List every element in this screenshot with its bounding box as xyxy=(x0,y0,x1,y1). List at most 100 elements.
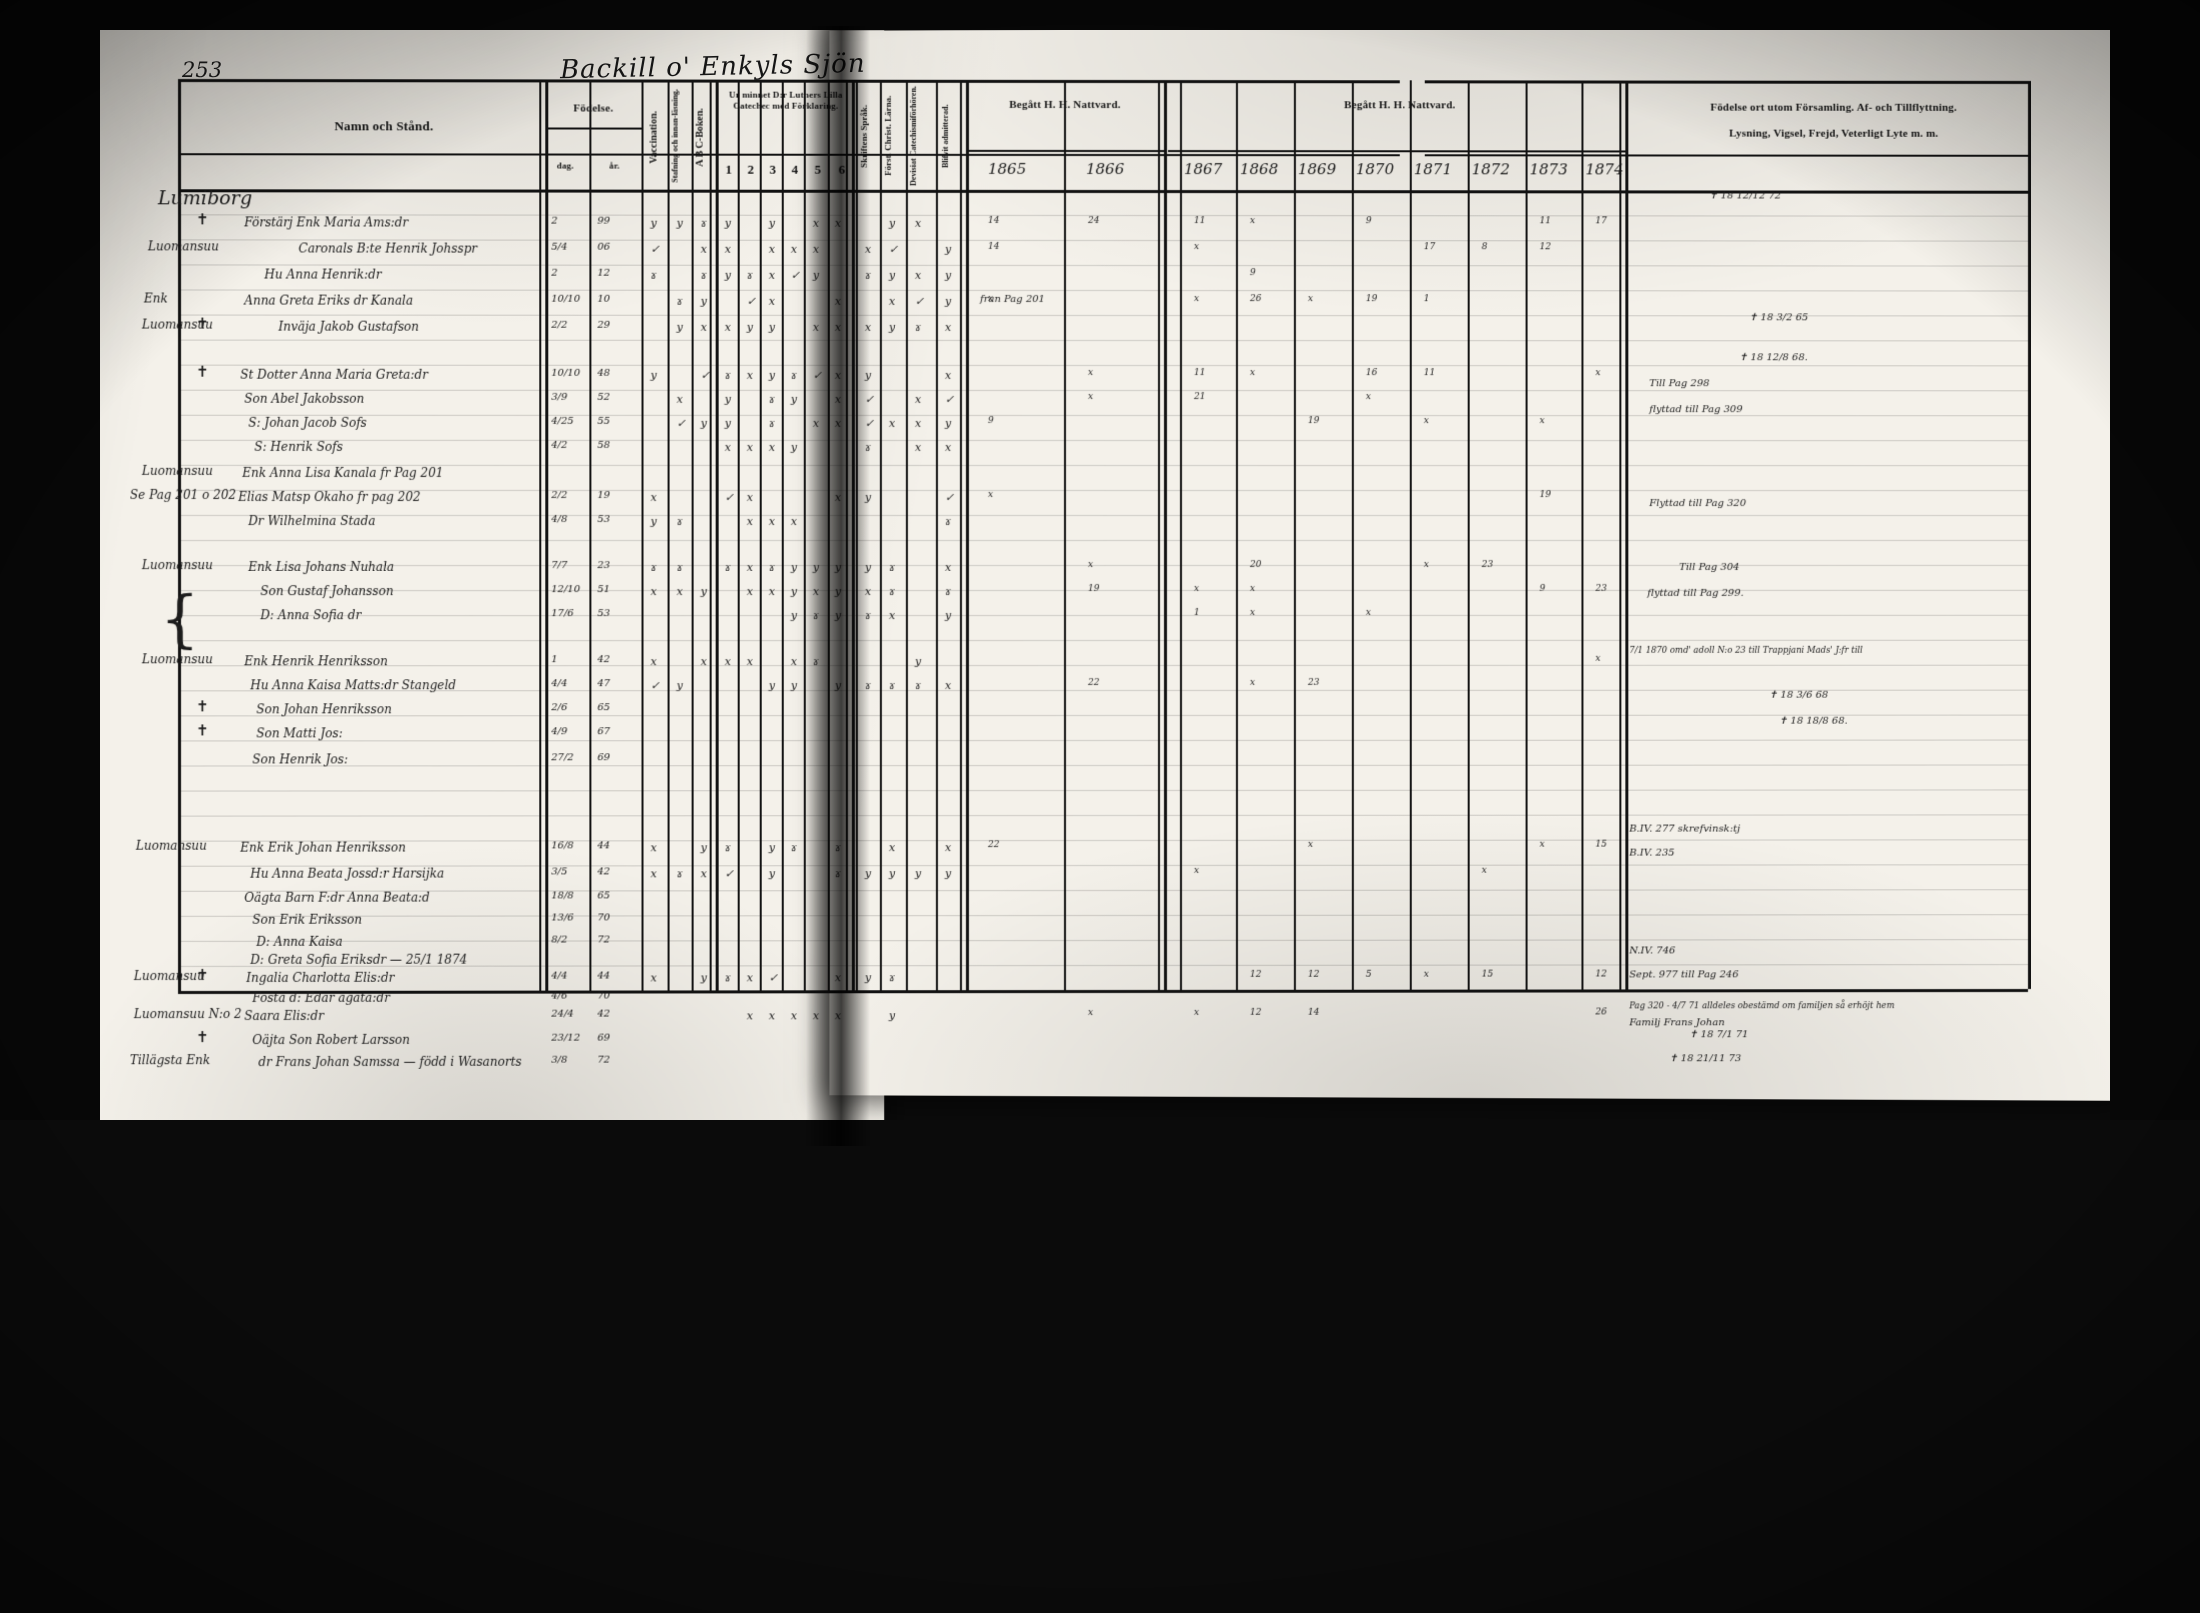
skill-mark: x xyxy=(700,867,707,881)
grid-vline xyxy=(641,79,644,991)
skill-mark: x xyxy=(834,392,842,406)
margin-note: flyttad till Pag 299. xyxy=(1647,587,1744,599)
birth-year: 42 xyxy=(597,866,611,878)
birth-day: 10/10 xyxy=(551,293,581,305)
birth-day: 8/2 xyxy=(551,934,568,946)
grid-row-rule xyxy=(178,389,2028,392)
communion-mark: x xyxy=(1595,368,1601,379)
skill-mark: y xyxy=(864,490,872,504)
skill-mark: y xyxy=(914,655,922,669)
skill-mark: ✓ xyxy=(914,294,925,308)
communion-mark: 14 xyxy=(987,215,1000,226)
col-header-skriftens-sprak: Skriftens Språk. xyxy=(858,104,869,168)
skill-mark: y xyxy=(888,216,896,230)
skill-mark: ɤ xyxy=(768,416,775,430)
birth-year: 70 xyxy=(597,990,611,1002)
deceased-cross-icon: ✝ xyxy=(196,723,209,740)
grid-vline xyxy=(1179,80,1182,990)
person-name: Saara Elis:dr xyxy=(244,1008,324,1023)
birth-day: 23/12 xyxy=(551,1032,581,1044)
birth-year: 72 xyxy=(597,934,611,946)
skill-mark: y xyxy=(834,561,842,575)
grid-row-rule xyxy=(178,264,2028,267)
birth-year: 69 xyxy=(597,1032,611,1044)
skill-mark: x xyxy=(834,216,842,230)
communion-mark: x xyxy=(1595,653,1601,664)
deceased-cross-icon: ✝ xyxy=(196,364,209,381)
communion-mark: x xyxy=(1423,559,1429,570)
birth-day: 17/6 xyxy=(551,608,574,620)
birth-year: 44 xyxy=(597,970,611,982)
grid-top-rule xyxy=(178,79,1400,84)
skill-mark: y xyxy=(864,368,872,382)
birth-year: 19 xyxy=(597,489,611,501)
person-name: Son Abel Jakobsson xyxy=(244,391,365,406)
grid-row-rule xyxy=(178,439,2028,442)
person-name: Dr Wilhelmina Stada xyxy=(248,513,376,529)
margin-note: Flyttad till Pag 320 xyxy=(1649,498,1747,510)
grid-vline xyxy=(905,79,908,991)
birth-year: 58 xyxy=(597,439,611,451)
col-header-blifvit-admitterad: Blifvit admitterad. xyxy=(940,104,950,168)
skill-mark: ɤ xyxy=(944,585,952,599)
skill-mark: x xyxy=(944,440,952,454)
skill-mark: x xyxy=(768,514,775,529)
communion-mark: x xyxy=(1423,416,1429,427)
grid-vline-double xyxy=(709,79,712,991)
skill-mark: ɤ xyxy=(914,679,922,693)
skill-mark: y xyxy=(650,368,657,382)
birth-year: 44 xyxy=(597,840,611,852)
grid-row-rule xyxy=(178,614,2028,617)
skill-mark: x xyxy=(746,1009,753,1023)
communion-mark: x xyxy=(1087,391,1094,402)
communion-mark: 14 xyxy=(987,241,1000,252)
skill-mark: x xyxy=(812,585,820,599)
skill-mark: x xyxy=(700,242,707,256)
skill-mark: y xyxy=(888,1009,896,1023)
birth-year: 10 xyxy=(597,293,611,305)
margin-note: 7/1 1870 omd' adoll N:o 23 till Trappjan… xyxy=(1629,645,1863,656)
household-label: Enk xyxy=(143,291,168,306)
skill-mark: y xyxy=(768,679,775,693)
grid-vline xyxy=(1351,80,1354,990)
skill-mark: ɤ xyxy=(676,561,683,575)
communion-mark: 8 xyxy=(1481,242,1488,253)
grid-vline xyxy=(737,79,740,991)
skill-mark: x xyxy=(790,655,798,669)
birth-day: 13/6 xyxy=(551,912,574,924)
skill-mark: y xyxy=(768,216,775,230)
communion-mark: 15 xyxy=(1595,839,1607,850)
communion-mark: 26 xyxy=(1249,294,1262,305)
ledger-grid: Namn och Stånd. Födelse. dag. år. Vaccin… xyxy=(130,61,2031,1069)
birth-day: 3/9 xyxy=(551,391,568,403)
communion-mark: 22 xyxy=(1087,678,1100,689)
skill-mark: ɤ xyxy=(724,368,731,382)
grid-row-rule xyxy=(178,739,2028,742)
communion-mark: 12 xyxy=(1249,1007,1262,1018)
grid-row-rule xyxy=(178,489,2028,492)
birth-year: 67 xyxy=(597,726,611,738)
birth-day: 5/4 xyxy=(551,241,568,253)
grid-vline xyxy=(691,79,694,991)
skill-mark: x xyxy=(864,585,872,599)
skill-mark: x xyxy=(700,320,707,334)
deceased-cross-icon: ✝ xyxy=(196,699,209,716)
person-name: Son Erik Eriksson xyxy=(252,912,363,927)
skill-mark: ɤ xyxy=(724,841,731,855)
communion-mark: 15 xyxy=(1481,969,1494,980)
skill-mark: ✓ xyxy=(746,294,756,308)
skill-mark: y xyxy=(746,320,753,334)
skill-mark: y xyxy=(864,561,872,575)
grid-vline-double xyxy=(845,79,848,991)
grid-header-rule-right xyxy=(1424,154,2028,157)
margin-note: Till Pag 298 xyxy=(1649,378,1710,390)
person-name: Ingalia Charlotta Elis:dr xyxy=(246,970,395,985)
skill-mark: ✓ xyxy=(676,416,686,430)
margin-note: ✝ 18 7/1 71 xyxy=(1689,1029,1749,1041)
person-name: Inväja Jakob Gustafson xyxy=(278,319,419,334)
margin-note: ✝ 18 3/2 65 xyxy=(1749,312,1809,324)
communion-mark: x xyxy=(1249,677,1256,688)
skill-mark: x xyxy=(768,268,775,282)
grid-row-rule xyxy=(178,589,2028,592)
communion-mark: x xyxy=(1087,1008,1094,1019)
